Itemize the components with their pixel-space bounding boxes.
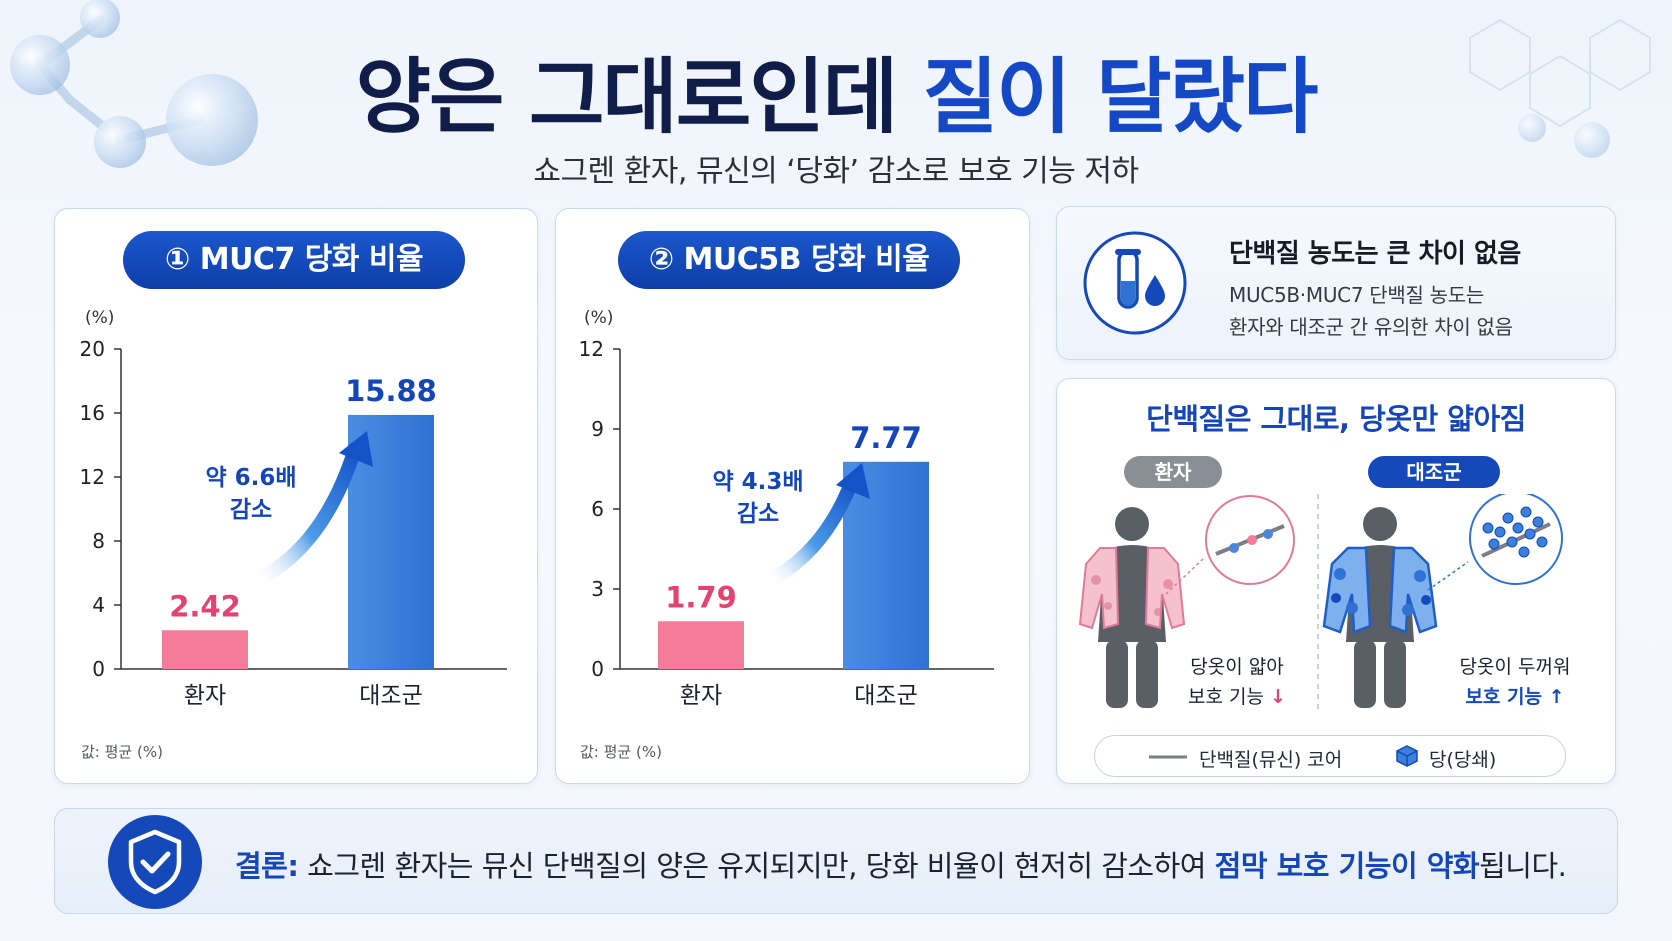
chart-title-pill: ① MUC7 당화 비율: [123, 231, 465, 289]
control-figure: [1322, 507, 1438, 708]
protein-concentration-card: 단백질 농도는 큰 차이 없음 MUC5B·MUC7 단백질 농도는 환자와 대…: [1056, 206, 1616, 360]
value-label-patient: 1.79: [665, 580, 737, 614]
category-label-control: 대조군: [854, 683, 917, 709]
y-tick-label: 20: [80, 337, 105, 361]
category-label-patient: 환자: [680, 683, 722, 709]
control-caption-line2: 보호 기능: [1465, 686, 1542, 708]
bar-control: [843, 461, 929, 669]
y-tick-label: 12: [579, 337, 604, 361]
test-tube-icon: [1083, 231, 1187, 335]
fold-change-line2: 감소: [737, 501, 779, 527]
thin-glycan-magnified: [1205, 495, 1295, 585]
decrease-arrow-icon: ↓: [1270, 686, 1286, 708]
bar-patient: [162, 630, 248, 669]
fold-change-line2: 감소: [230, 497, 272, 523]
increase-arrow: [248, 442, 362, 588]
y-tick-label: 3: [591, 577, 604, 601]
sugar-cube-icon: [1396, 745, 1418, 767]
y-unit-label: (%): [584, 308, 613, 328]
patient-caption: 당옷이 얇아 보호 기능 ↓: [1162, 652, 1312, 712]
chart-card-muc7: ① MUC7 당화 비율 (%) 0 4 8 12 16 20 2.42 15.88 환자…: [54, 208, 538, 784]
thick-glycan-magnified: [1469, 494, 1563, 585]
conclusion-emphasis: 점막 보호 기능이 약화: [1214, 849, 1480, 883]
y-tick-label: 12: [80, 465, 105, 489]
control-caption-line1: 당옷이 두꺼워: [1459, 656, 1571, 678]
increase-arrow-icon: ↑: [1548, 686, 1565, 708]
value-label-control: 7.77: [850, 421, 922, 455]
increase-arrow: [761, 474, 859, 588]
y-unit-label: (%): [85, 308, 114, 328]
increase-arrowhead: [836, 463, 870, 499]
chart-title-pill: ② MUC5B 당화 비율: [618, 231, 960, 289]
shield-check-icon: [108, 815, 202, 909]
bar-patient: [658, 621, 744, 669]
conclusion-text: 결론: 쇼그렌 환자는 뮤신 단백질의 양은 유지되지만, 당화 비율이 현저히…: [235, 843, 1567, 885]
y-tick-label: 6: [591, 497, 604, 521]
patient-caption-line1: 당옷이 얇아: [1190, 656, 1284, 678]
title-main: 양은 그대로인데: [355, 50, 899, 145]
chart-footnote: 값: 평균 (%): [81, 743, 163, 761]
chart-footnote: 값: 평균 (%): [580, 743, 662, 761]
legend-core-label: 단백질(뮤신) 코어: [1199, 749, 1343, 771]
value-label-control: 15.88: [345, 374, 437, 408]
conclusion-banner: 결론: 쇼그렌 환자는 뮤신 단백질의 양은 유지되지만, 당화 비율이 현저히…: [54, 808, 1618, 914]
info-line-1: MUC5B·MUC7 단백질 농도는: [1229, 283, 1484, 307]
y-tick-label: 16: [80, 401, 105, 425]
y-tick-label: 0: [591, 657, 604, 681]
title-highlight: 질이 달랐다: [922, 50, 1319, 145]
patient-figure: [1078, 507, 1186, 708]
fold-change-line1: 약 4.3배: [712, 469, 803, 495]
bar-chart-muc7: (%) 0 4 8 12 16 20 2.42 15.88 환자 대조군 약 6.6배 감…: [80, 308, 507, 709]
comparison-title: 단백질은 그대로, 당옷만 얇아짐: [1146, 402, 1526, 436]
control-tag: 대조군: [1368, 456, 1500, 488]
y-tick-label: 8: [92, 529, 105, 553]
page-subtitle: 쇼그렌 환자, 뮤신의 ‘당화’ 감소로 보호 기능 저하: [533, 154, 1139, 189]
info-title: 단백질 농도는 큰 차이 없음: [1229, 239, 1521, 269]
conclusion-lead: 결론:: [235, 849, 299, 883]
page-title: 양은 그대로인데 질이 달랐다: [0, 30, 1672, 149]
conclusion-body: 쇼그렌 환자는 뮤신 단백질의 양은 유지되지만, 당화 비율이 현저히 감소하…: [298, 849, 1215, 883]
protein-core-legend-icon: [1149, 755, 1187, 759]
fold-change-line1: 약 6.6배: [205, 465, 296, 491]
control-caption: 당옷이 두꺼워 보호 기능 ↑: [1430, 652, 1600, 712]
info-line-2: 환자와 대조군 간 유의한 차이 없음: [1229, 315, 1513, 339]
bar-chart-muc5b: (%) 0 3 6 9 12 1.79 7.77 환자 대조군 약 4.3배 감소: [579, 308, 994, 709]
category-label-patient: 환자: [184, 683, 226, 709]
patient-caption-line2: 보호 기능: [1188, 686, 1264, 708]
y-tick-label: 0: [92, 657, 105, 681]
legend-sugar-label: 당(당쇄): [1429, 749, 1497, 771]
conclusion-end: 됩니다.: [1479, 849, 1567, 883]
y-tick-label: 4: [92, 593, 105, 617]
category-label-control: 대조군: [359, 683, 422, 709]
illustration-legend: 단백질(뮤신) 코어 당(당쇄): [1094, 735, 1566, 777]
increase-arrowhead: [339, 431, 373, 467]
comparison-illustration: [1078, 494, 1563, 714]
y-tick-label: 9: [591, 417, 604, 441]
patient-tag: 환자: [1124, 456, 1222, 488]
chart-card-muc5b: ② MUC5B 당화 비율 (%) 0 3 6 9 12 1.79 7.77 환자 대조…: [555, 208, 1030, 784]
value-label-patient: 2.42: [169, 589, 241, 623]
